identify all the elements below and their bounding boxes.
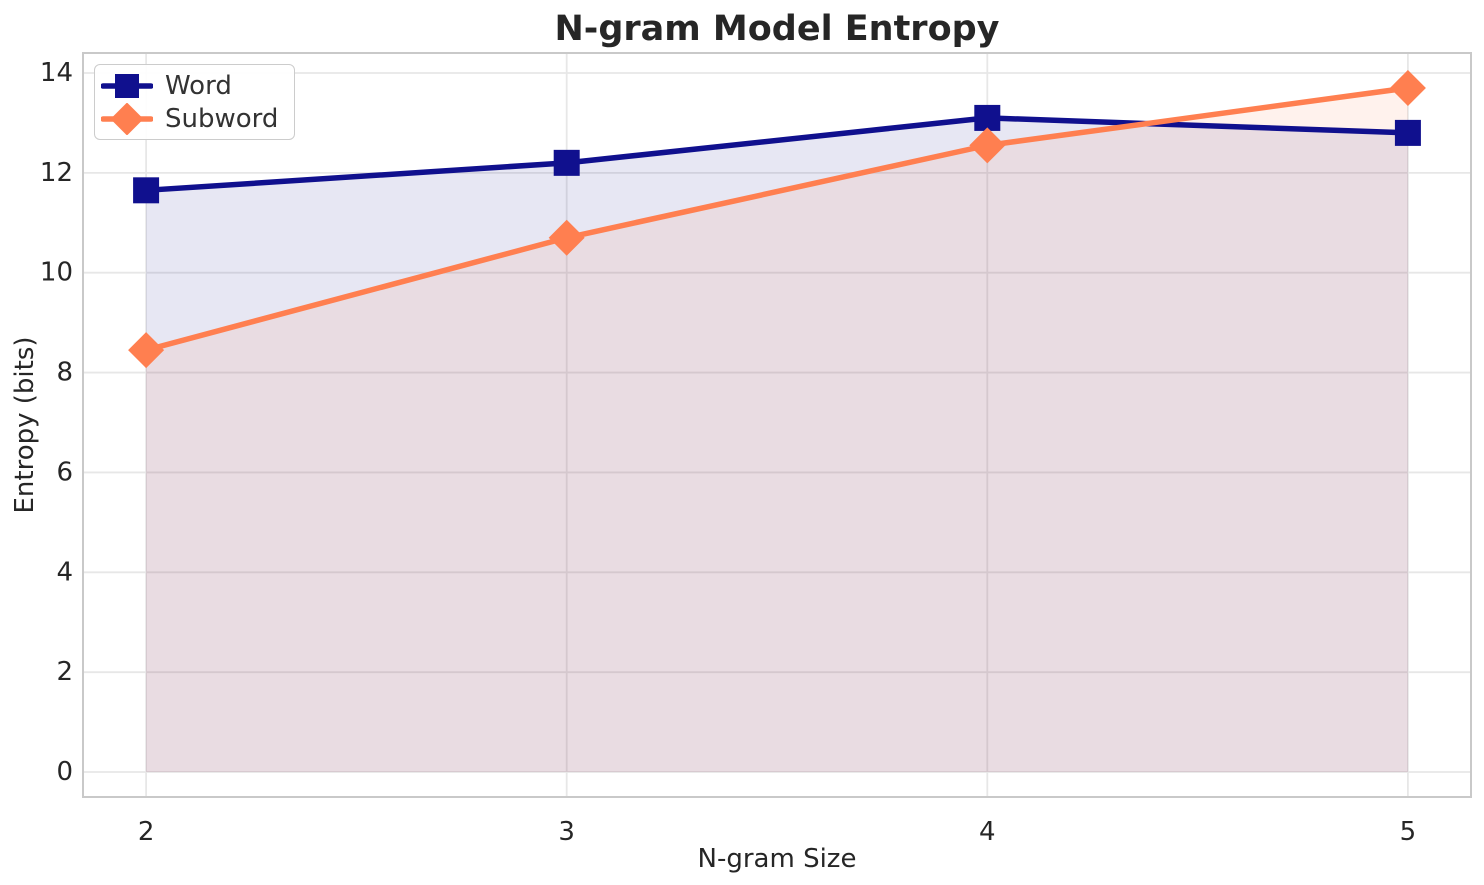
legend-item-word: Word (101, 70, 278, 101)
legend-label: Subword (165, 103, 279, 134)
grid-lines (83, 53, 1471, 797)
y-tick-label: 10 (40, 258, 73, 288)
y-tick-label: 14 (40, 58, 73, 88)
square-marker-icon (101, 73, 153, 98)
word-marker (1394, 119, 1421, 146)
chart-legend: Word Subword (94, 64, 296, 140)
subword-line (143, 85, 1411, 353)
y-tick-label: 2 (56, 657, 73, 687)
y-tick-label: 12 (40, 158, 73, 188)
x-axis-label: N-gram Size (698, 844, 857, 874)
data-series (128, 69, 1426, 369)
word-marker (974, 104, 1001, 131)
legend-label: Word (165, 70, 232, 101)
plot-border (82, 52, 1472, 798)
word-marker (553, 149, 580, 176)
subword-marker (1389, 69, 1426, 106)
y-tick-label: 6 (56, 457, 73, 487)
subword-marker (548, 219, 585, 256)
y-tick-label: 8 (56, 358, 73, 388)
x-tick-label: 3 (558, 817, 575, 847)
subword-marker (128, 332, 165, 369)
axes-spines (82, 52, 1472, 798)
legend-diamond-marker (110, 102, 144, 135)
y-tick-label: 4 (56, 557, 73, 587)
legend-square-marker (115, 73, 139, 98)
y-axis-label: Entropy (bits) (10, 336, 40, 513)
legend-item-subword: Subword (101, 102, 279, 135)
x-tick-label: 2 (138, 817, 155, 847)
chart-title: N-gram Model Entropy (555, 9, 1000, 49)
x-tick-label: 4 (979, 817, 996, 847)
subword-marker (969, 127, 1006, 164)
word-marker (133, 177, 160, 204)
word-line (143, 115, 1411, 194)
subword-area-fill (146, 87, 1408, 773)
diamond-marker-icon (101, 102, 153, 135)
word-area-fill (146, 117, 1408, 773)
tick-labels: 0 2 4 6 8 10 12 14 2 3 4 5 (40, 58, 1416, 847)
area-fills (146, 87, 1408, 773)
x-tick-label: 5 (1400, 817, 1417, 847)
y-tick-label: 0 (56, 757, 73, 787)
